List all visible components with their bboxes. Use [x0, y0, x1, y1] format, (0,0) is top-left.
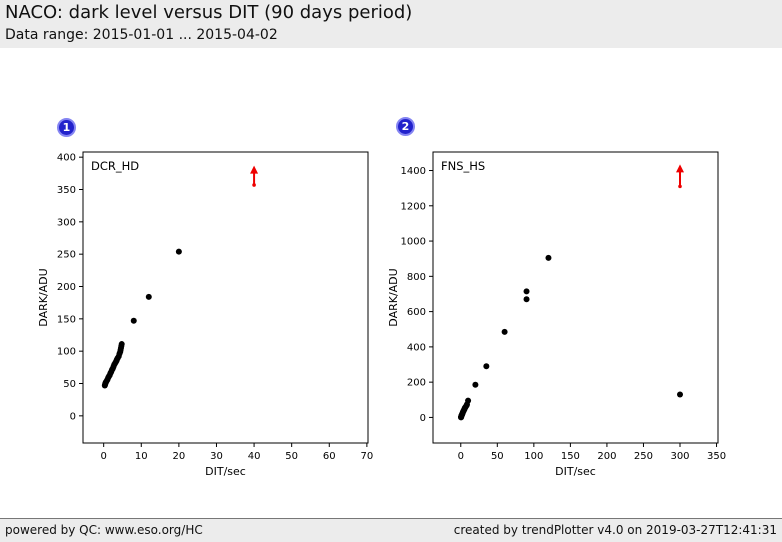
out-of-range-arrow-head	[676, 164, 684, 173]
data-point	[523, 288, 530, 295]
y-tick-label: 50	[63, 379, 76, 390]
x-tick-label: 70	[361, 451, 374, 462]
data-point	[677, 391, 683, 398]
report-footer: powered by QC: www.eso.org/HC created by…	[0, 518, 782, 542]
x-tick-label: 50	[491, 451, 504, 462]
y-tick-label: 1000	[401, 237, 426, 248]
x-tick-label: 20	[173, 451, 186, 462]
plot-1-badge[interactable]: 1	[57, 118, 76, 137]
x-tick-label: 200	[597, 451, 616, 462]
data-point	[501, 328, 508, 335]
report-header: NACO: dark level versus DIT (90 days per…	[0, 0, 782, 48]
y-tick-label: 200	[57, 282, 76, 293]
y-tick-label: 350	[57, 185, 76, 196]
x-axis-label: DIT/sec	[205, 465, 246, 478]
y-tick-label: 300	[57, 217, 76, 228]
x-tick-label: 250	[634, 451, 653, 462]
series-label: FNS_HS	[441, 159, 485, 173]
y-tick-label: 150	[57, 314, 76, 325]
x-tick-label: 0	[100, 451, 106, 462]
y-axis-label: DARK/ADU	[37, 268, 50, 326]
x-tick-label: 100	[524, 451, 543, 462]
y-tick-label: 1400	[401, 166, 426, 177]
x-tick-label: 30	[210, 451, 223, 462]
y-tick-label: 100	[57, 347, 76, 358]
x-tick-label: 300	[670, 451, 689, 462]
data-point	[145, 293, 152, 300]
data-point	[130, 317, 137, 324]
data-range-subtitle: Data range: 2015-01-01 ... 2015-04-02	[5, 27, 278, 43]
powered-by-text: powered by QC: www.eso.org/HC	[5, 523, 203, 537]
data-point	[118, 341, 125, 348]
y-tick-label: 0	[70, 411, 76, 422]
out-of-range-arrow-head	[250, 165, 259, 174]
x-tick-label: 50	[285, 451, 298, 462]
y-tick-label: 600	[407, 307, 426, 318]
series-label: DCR_HD	[91, 159, 139, 173]
data-point	[545, 254, 552, 261]
x-axis-label: DIT/sec	[555, 465, 596, 478]
scatter-plot-dcr-hd: 0 10 20 30 40 50 60 70 0 50 100 150 200 250 300 350 400 D…	[37, 151, 374, 478]
y-tick-label: 400	[407, 342, 426, 353]
data-point	[175, 248, 182, 255]
x-tick-label: 150	[561, 451, 580, 462]
x-tick-label: 0	[458, 451, 464, 462]
y-tick-label: 1200	[401, 201, 426, 212]
data-point	[472, 381, 479, 388]
y-tick-label: 200	[407, 378, 426, 389]
figure-dcr-hd: 0 10 20 30 40 50 60 70 0 50 100 150 200 250 300 350 400 D…	[35, 148, 380, 488]
x-tick-label: 350	[707, 451, 726, 462]
plot-box	[82, 151, 369, 444]
y-tick-label: 0	[420, 413, 426, 424]
y-tick-label: 800	[407, 272, 426, 283]
page-title: NACO: dark level versus DIT (90 days per…	[5, 2, 413, 23]
scatter-plot-fns-hs: 0 50 100 150 200 250 300 350 0 200 400 600 800 1000 12…	[387, 151, 726, 478]
y-tick-label: 250	[57, 250, 76, 261]
data-point	[523, 296, 530, 303]
x-tick-label: 60	[323, 451, 336, 462]
y-axis-label: DARK/ADU	[387, 268, 400, 326]
data-point	[483, 363, 490, 370]
x-tick-label: 10	[135, 451, 148, 462]
created-by-text: created by trendPlotter v4.0 on 2019-03-…	[453, 523, 777, 537]
y-tick-label: 400	[57, 153, 76, 164]
plot-2-badge[interactable]: 2	[396, 117, 415, 136]
data-point	[465, 397, 472, 404]
x-tick-label: 40	[248, 451, 261, 462]
figure-fns-hs: 0 50 100 150 200 250 300 350 0 200 400 600 800 1000 12…	[385, 148, 730, 488]
plot-box	[432, 151, 719, 444]
